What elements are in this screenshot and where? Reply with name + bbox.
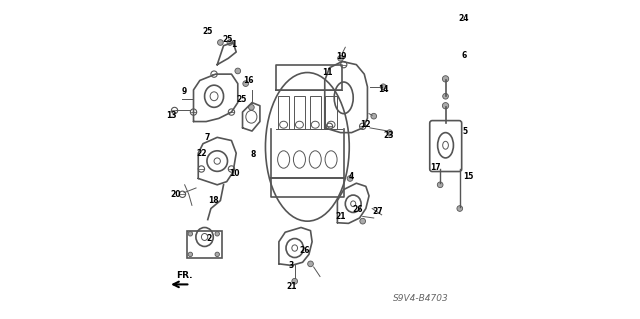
Text: 21: 21 bbox=[335, 212, 346, 221]
Text: 4: 4 bbox=[348, 172, 354, 181]
Text: 20: 20 bbox=[170, 190, 180, 199]
Circle shape bbox=[292, 278, 298, 284]
Circle shape bbox=[235, 68, 241, 74]
Circle shape bbox=[218, 40, 223, 45]
Text: 22: 22 bbox=[196, 149, 207, 158]
Circle shape bbox=[248, 105, 254, 110]
Text: 6: 6 bbox=[461, 51, 467, 60]
Text: 25: 25 bbox=[223, 35, 233, 44]
Circle shape bbox=[215, 232, 220, 236]
Circle shape bbox=[442, 76, 449, 82]
Text: 7: 7 bbox=[204, 133, 209, 142]
Text: 10: 10 bbox=[228, 169, 239, 178]
Text: 15: 15 bbox=[463, 172, 473, 182]
Circle shape bbox=[308, 261, 314, 267]
Circle shape bbox=[371, 113, 376, 119]
Circle shape bbox=[227, 40, 233, 45]
Circle shape bbox=[243, 81, 248, 86]
Circle shape bbox=[347, 176, 353, 181]
Text: 25: 25 bbox=[236, 95, 247, 104]
Text: 8: 8 bbox=[250, 150, 255, 159]
Text: 13: 13 bbox=[166, 111, 177, 120]
Text: 3: 3 bbox=[288, 261, 294, 270]
Text: 21: 21 bbox=[286, 282, 297, 291]
Bar bbox=[310, 96, 321, 130]
Text: 27: 27 bbox=[372, 207, 383, 216]
Text: 1: 1 bbox=[232, 40, 237, 48]
Bar bbox=[278, 96, 289, 130]
Text: 19: 19 bbox=[336, 52, 347, 61]
Bar bbox=[325, 96, 337, 130]
Circle shape bbox=[380, 84, 386, 90]
Circle shape bbox=[387, 130, 392, 136]
Text: S9V4-B4703: S9V4-B4703 bbox=[394, 294, 449, 303]
Text: 26: 26 bbox=[299, 246, 309, 255]
Circle shape bbox=[338, 56, 344, 61]
Text: 11: 11 bbox=[322, 68, 333, 77]
Text: 18: 18 bbox=[208, 196, 218, 205]
Text: FR.: FR. bbox=[176, 271, 192, 280]
Circle shape bbox=[188, 232, 193, 236]
Text: 24: 24 bbox=[458, 14, 469, 23]
Circle shape bbox=[442, 103, 449, 109]
Text: 25: 25 bbox=[202, 27, 213, 36]
Circle shape bbox=[360, 218, 365, 224]
Text: 14: 14 bbox=[378, 85, 388, 94]
Circle shape bbox=[188, 252, 193, 256]
Text: 16: 16 bbox=[244, 76, 254, 85]
Text: 17: 17 bbox=[430, 163, 441, 172]
Bar bbox=[187, 231, 222, 257]
Circle shape bbox=[457, 206, 463, 211]
Bar bbox=[294, 96, 305, 130]
Circle shape bbox=[437, 182, 443, 188]
Circle shape bbox=[215, 252, 220, 256]
Text: 12: 12 bbox=[360, 120, 371, 129]
Circle shape bbox=[443, 93, 449, 99]
Text: 23: 23 bbox=[384, 131, 394, 140]
Text: 2: 2 bbox=[206, 234, 211, 243]
Text: 5: 5 bbox=[463, 127, 468, 136]
Text: 26: 26 bbox=[353, 205, 363, 214]
Text: 9: 9 bbox=[182, 87, 188, 96]
